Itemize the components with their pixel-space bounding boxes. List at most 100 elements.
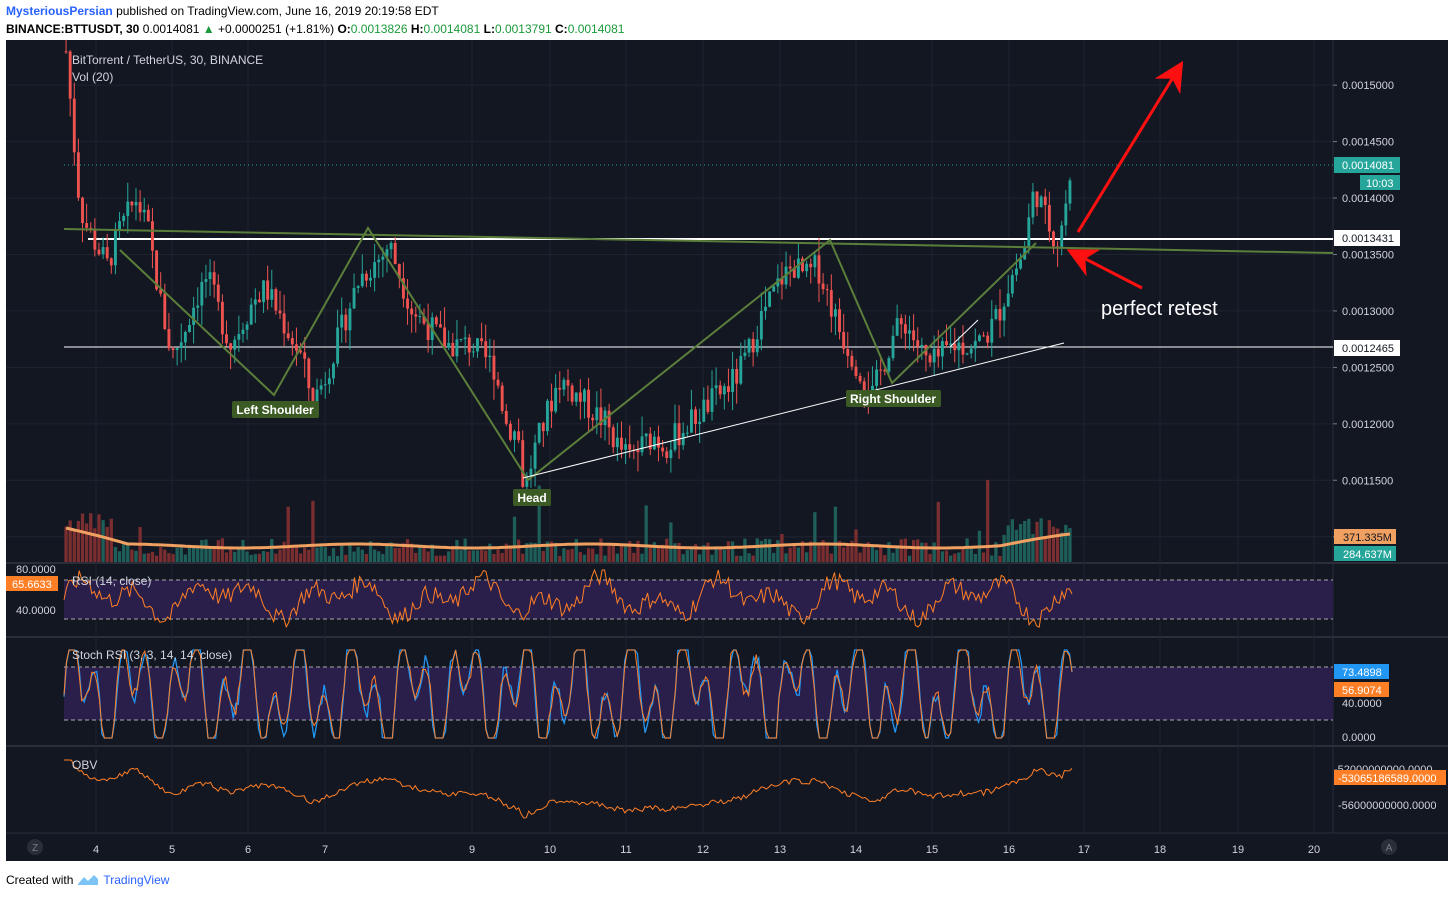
candle-body (533, 442, 537, 469)
volume-bar (911, 540, 916, 562)
candle-body (290, 338, 294, 345)
volume-bar (574, 538, 578, 562)
auto-scale-label: A (1386, 843, 1393, 854)
volume-bar (533, 542, 537, 562)
volume-bar (759, 540, 764, 562)
candle-body (854, 366, 858, 376)
candle-body (459, 339, 463, 341)
volume-bar (669, 522, 673, 562)
candle-body (369, 277, 372, 281)
candle-body (912, 330, 916, 341)
candle-body (673, 423, 677, 450)
candle-body (722, 386, 726, 395)
candle-body (969, 348, 973, 354)
candle-body (93, 229, 97, 250)
volume-bar (747, 553, 751, 562)
candle-body (274, 289, 278, 311)
candle-body (447, 342, 451, 348)
volume-bar (274, 553, 278, 562)
footer: Created with TradingView (6, 873, 169, 887)
candle-body (751, 338, 755, 353)
candle-body (113, 229, 117, 266)
volume-bar (187, 545, 192, 562)
candle-body (167, 328, 171, 349)
price-change: +0.0000251 (+1.81%) (218, 22, 335, 36)
candle-body (1052, 231, 1055, 247)
y-tick-label: 0.0012500 (1342, 362, 1394, 374)
volume-bar (821, 540, 825, 562)
volume-bar (953, 553, 957, 562)
tradingview-link[interactable]: TradingView (103, 873, 170, 887)
candle-body (323, 384, 327, 386)
volume-bar (846, 543, 850, 562)
volume-bar (323, 547, 327, 562)
candle-body (973, 340, 977, 349)
x-tick-label: 5 (169, 844, 175, 856)
candle-body (225, 334, 228, 344)
volume-bar (743, 538, 747, 562)
candle-body (920, 344, 924, 347)
left-shoulder-label: Left Shoulder (232, 401, 319, 418)
x-tick-label: 11 (620, 844, 631, 856)
volume-bar (64, 526, 68, 562)
candle-body (570, 385, 574, 402)
candle-body (397, 264, 401, 279)
candle-body (72, 98, 76, 153)
candle-body (903, 324, 907, 334)
candle-body (990, 318, 994, 343)
x-tick-label: 18 (1154, 844, 1166, 856)
candle-body (451, 342, 455, 357)
volume-bar (434, 555, 438, 562)
volume-bar (512, 516, 517, 562)
x-tick-label: 17 (1078, 844, 1090, 856)
volume-bar (364, 553, 369, 562)
candle-body (755, 339, 759, 353)
x-tick-label: 9 (469, 844, 475, 856)
author-link[interactable]: MysteriousPersian (6, 4, 113, 18)
volume-bar (286, 506, 290, 562)
candle-body (883, 369, 887, 372)
candle-body (541, 422, 545, 432)
volume-bar (89, 513, 93, 562)
volume-bar (879, 547, 883, 562)
volume-bar (426, 551, 430, 562)
candle-body (731, 369, 735, 393)
candle-body (81, 197, 84, 224)
candle-body (809, 263, 813, 268)
tradingview-logo-icon (78, 875, 99, 885)
candle-body (192, 307, 196, 326)
candle-body (381, 256, 385, 260)
volume-bar (693, 544, 698, 562)
candle-body (249, 304, 253, 325)
volume-bar (200, 540, 204, 562)
x-tick-label: 13 (774, 844, 786, 856)
x-tick-label: 14 (850, 844, 862, 856)
volume-bar (907, 555, 912, 562)
volume-bar (586, 548, 591, 562)
zoom-reset-button[interactable] (27, 839, 43, 855)
candle-body (747, 338, 751, 353)
candle-body (204, 279, 208, 282)
candle-body (344, 314, 348, 331)
candle-body (101, 247, 105, 255)
candle-body (352, 287, 356, 309)
volume-bar (163, 549, 167, 562)
candle-body (908, 330, 911, 334)
candle-body (739, 356, 743, 384)
volume-bar (405, 539, 410, 562)
auto-scale-button[interactable] (1381, 839, 1397, 855)
candle-body (1006, 293, 1010, 307)
candle-body (879, 369, 883, 371)
x-tick-label: 19 (1232, 844, 1244, 856)
stoch-k-value: 73.4898 (1342, 667, 1382, 679)
candle-body (558, 387, 562, 390)
candle-body (307, 358, 311, 389)
volume-bar (619, 545, 624, 562)
obv-value-badge (1334, 770, 1446, 785)
candle-body (537, 422, 541, 443)
x-tick-label: 16 (1003, 844, 1015, 856)
volume-bar (389, 542, 393, 562)
candle-body (1068, 180, 1072, 204)
volume-bar (862, 546, 866, 562)
